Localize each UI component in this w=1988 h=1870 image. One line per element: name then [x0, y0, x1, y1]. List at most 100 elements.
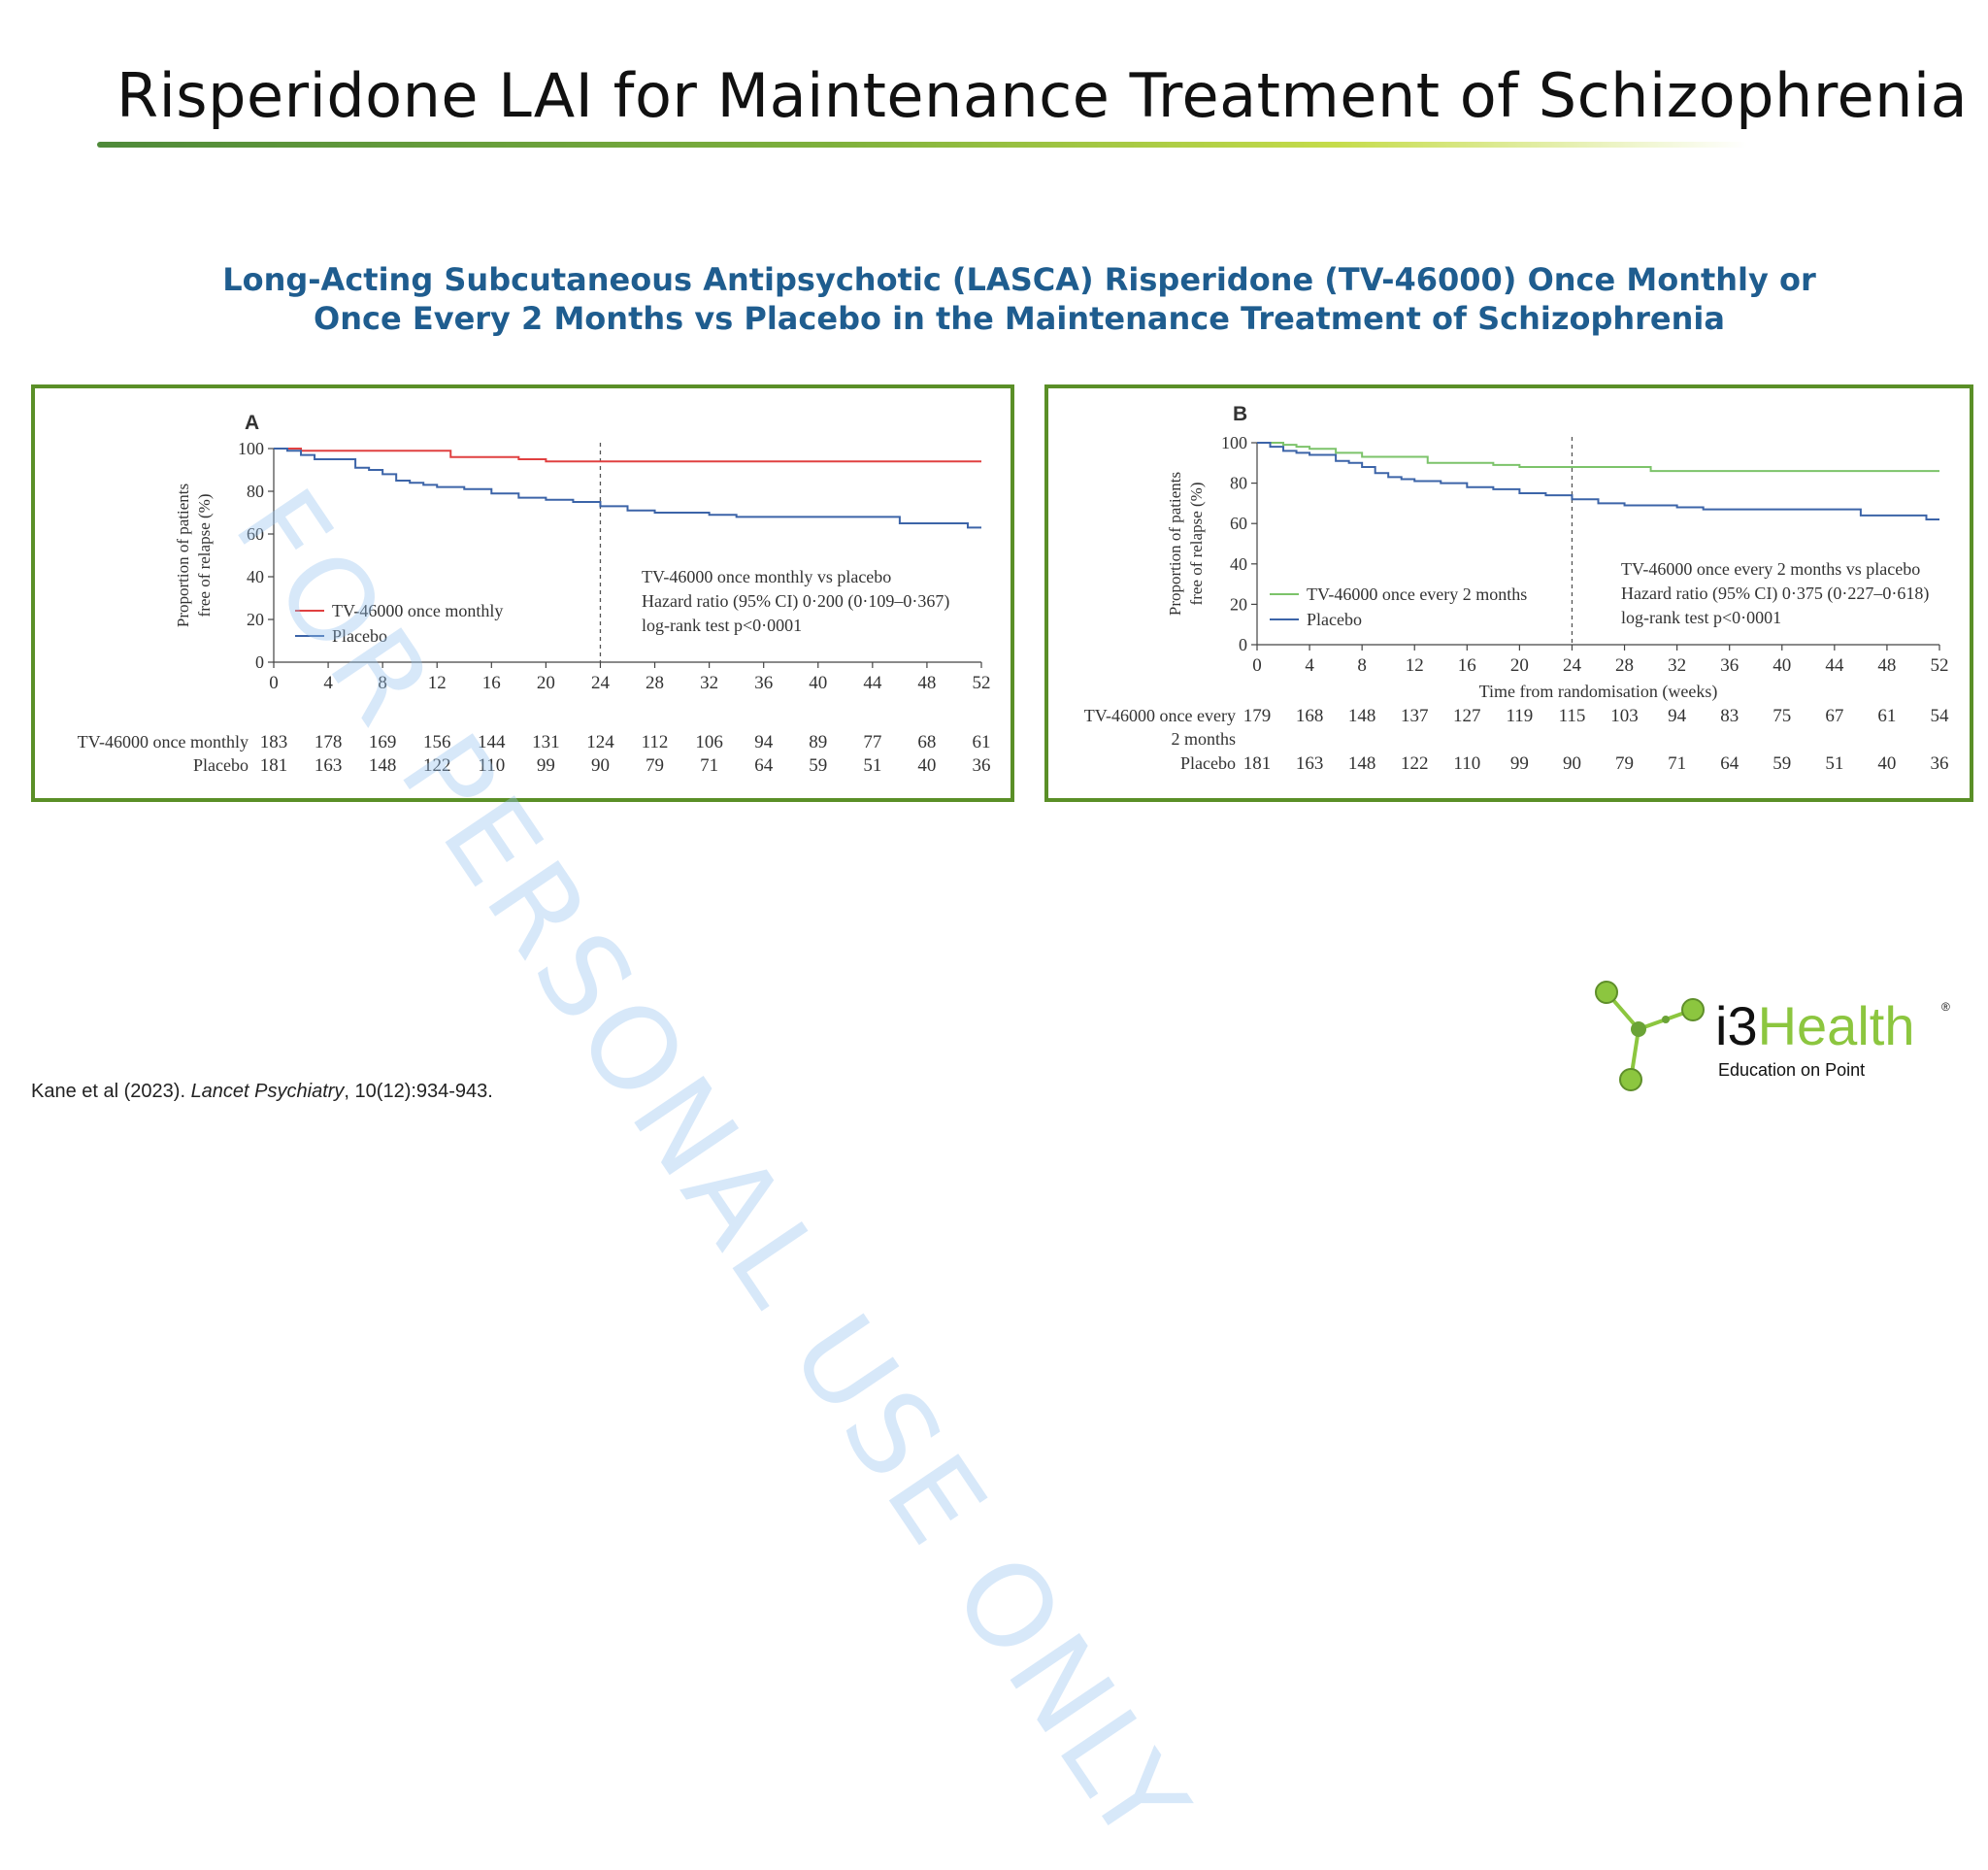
hazard-annotation-line: TV-46000 once every 2 months vs placebo	[1621, 559, 1920, 579]
x-tick-label: 20	[537, 673, 555, 693]
risk-table-value: 148	[1348, 753, 1376, 774]
risk-table-value: 115	[1559, 706, 1586, 726]
y-tick-label: 0	[255, 652, 264, 672]
x-tick-label: 36	[1720, 655, 1739, 676]
risk-table-row-label: Placebo	[1180, 753, 1236, 773]
km-panel-a: A Proportion of patients free of relapse (…	[31, 384, 1014, 802]
legend-label: Placebo	[1307, 610, 1362, 629]
y-tick-label: 60	[1230, 514, 1247, 533]
x-tick-label: 16	[1458, 655, 1476, 676]
risk-table-value: 163	[1296, 753, 1324, 774]
x-tick-label: 52	[1931, 655, 1949, 676]
risk-table-value: 110	[1453, 753, 1480, 774]
km-chart-a: A Proportion of patients free of relapse (…	[78, 412, 991, 776]
risk-table-value: 144	[478, 732, 506, 752]
placebo-survival-curve	[1257, 442, 1939, 521]
km-panel-b: B Proportion of patients free of relapse (…	[1044, 384, 1973, 802]
x-axis-label: Time from randomisation (weeks)	[1479, 682, 1718, 702]
x-tick-label: 12	[428, 673, 447, 693]
y-tick-label: 100	[1221, 433, 1247, 452]
risk-table-value: 94	[754, 732, 774, 752]
risk-table-value: 71	[1668, 753, 1686, 774]
y-axis-label-line-2: free of relapse (%)	[1187, 483, 1206, 606]
logo-name-i3: i3	[1715, 995, 1758, 1056]
x-tick-label: 16	[482, 673, 501, 693]
x-tick-label: 32	[700, 673, 718, 693]
risk-table-value: 59	[809, 755, 827, 776]
x-tick-label: 40	[809, 673, 827, 693]
risk-table-value: 179	[1243, 706, 1272, 726]
y-tick-label: 40	[1230, 554, 1247, 574]
risk-table-value: 127	[1453, 706, 1481, 726]
x-tick-label: 48	[917, 673, 936, 693]
risk-table-value: 36	[1931, 753, 1949, 774]
hazard-annotation-line: Hazard ratio (95% CI) 0·200 (0·109–0·367…	[642, 591, 949, 612]
risk-table-row-label: Placebo	[193, 755, 248, 775]
x-tick-label: 24	[1563, 655, 1582, 676]
risk-table-value: 61	[973, 732, 991, 752]
y-tick-label: 60	[247, 524, 264, 544]
risk-table-value: 131	[532, 732, 560, 752]
risk-table-value: 183	[260, 732, 288, 752]
risk-table-value: 89	[809, 732, 827, 752]
x-tick-label: 44	[1825, 655, 1844, 676]
y-axis-label-line-1: Proportion of patients	[174, 484, 192, 627]
risk-table-value: 122	[1401, 753, 1429, 774]
km-chart-b: B Proportion of patients free of relapse (…	[1084, 403, 1949, 774]
x-tick-label: 28	[646, 673, 664, 693]
risk-table-value: 137	[1401, 706, 1429, 726]
risk-table-row-label-cont: 2 months	[1171, 729, 1236, 749]
x-tick-label: 24	[591, 673, 611, 693]
y-tick-label: 20	[247, 610, 264, 629]
risk-table-value: 68	[917, 732, 936, 752]
legend-label: TV-46000 once every 2 months	[1307, 584, 1527, 604]
risk-table-value: 168	[1296, 706, 1324, 726]
risk-table-value: 64	[1720, 753, 1740, 774]
hazard-annotation-line: log-rank test p<0·0001	[642, 616, 802, 635]
risk-table-value: 36	[973, 755, 991, 776]
risk-table-row-label: TV-46000 once monthly	[78, 732, 248, 751]
y-tick-label: 40	[247, 567, 264, 586]
risk-table-value: 90	[591, 755, 610, 776]
risk-table-value: 99	[537, 755, 555, 776]
risk-table-value: 181	[1243, 753, 1272, 774]
y-tick-label: 20	[1230, 594, 1247, 614]
risk-table-value: 99	[1510, 753, 1529, 774]
x-tick-label: 48	[1877, 655, 1896, 676]
risk-table-value: 156	[423, 732, 451, 752]
y-tick-label: 80	[247, 482, 264, 501]
risk-table-value: 79	[646, 755, 664, 776]
risk-table-value: 64	[754, 755, 774, 776]
panel-label: B	[1233, 403, 1247, 425]
risk-table-value: 51	[863, 755, 881, 776]
legend-label: Placebo	[332, 626, 387, 646]
subtitle-line-1: Long-Acting Subcutaneous Antipsychotic (…	[222, 261, 1816, 298]
x-tick-label: 32	[1668, 655, 1686, 676]
logo-name-health: Health	[1757, 995, 1915, 1056]
x-tick-label: 44	[863, 673, 882, 693]
y-axis-label-line-1: Proportion of patients	[1166, 472, 1184, 616]
risk-table-value: 77	[863, 732, 881, 752]
x-tick-label: 8	[378, 673, 387, 693]
citation-authors: Kane et al (2023).	[31, 1081, 191, 1102]
citation: Kane et al (2023). Lancet Psychiatry, 10…	[31, 1081, 493, 1103]
x-tick-label: 0	[1252, 655, 1262, 676]
legend-label: TV-46000 once monthly	[332, 601, 503, 620]
x-tick-label: 36	[754, 673, 773, 693]
x-tick-label: 8	[1357, 655, 1367, 676]
risk-table-value: 110	[478, 755, 505, 776]
risk-table-value: 71	[700, 755, 718, 776]
risk-table-row-label: TV-46000 once every	[1084, 706, 1236, 725]
citation-details: , 10(12):934-943.	[344, 1081, 493, 1102]
citation-journal: Lancet Psychiatry	[190, 1081, 345, 1102]
title-rule	[97, 142, 1747, 148]
treatment-survival-curve	[1257, 442, 1939, 473]
logo-registered-mark: ®	[1941, 1000, 1950, 1014]
x-tick-label: 20	[1510, 655, 1529, 676]
chart-subtitle: Long-Acting Subcutaneous Antipsychotic (…	[0, 260, 1988, 338]
x-tick-label: 4	[323, 673, 333, 693]
risk-table-value: 112	[642, 732, 669, 752]
risk-table-value: 75	[1773, 706, 1791, 726]
x-tick-label: 0	[269, 673, 279, 693]
risk-table-value: 181	[260, 755, 288, 776]
